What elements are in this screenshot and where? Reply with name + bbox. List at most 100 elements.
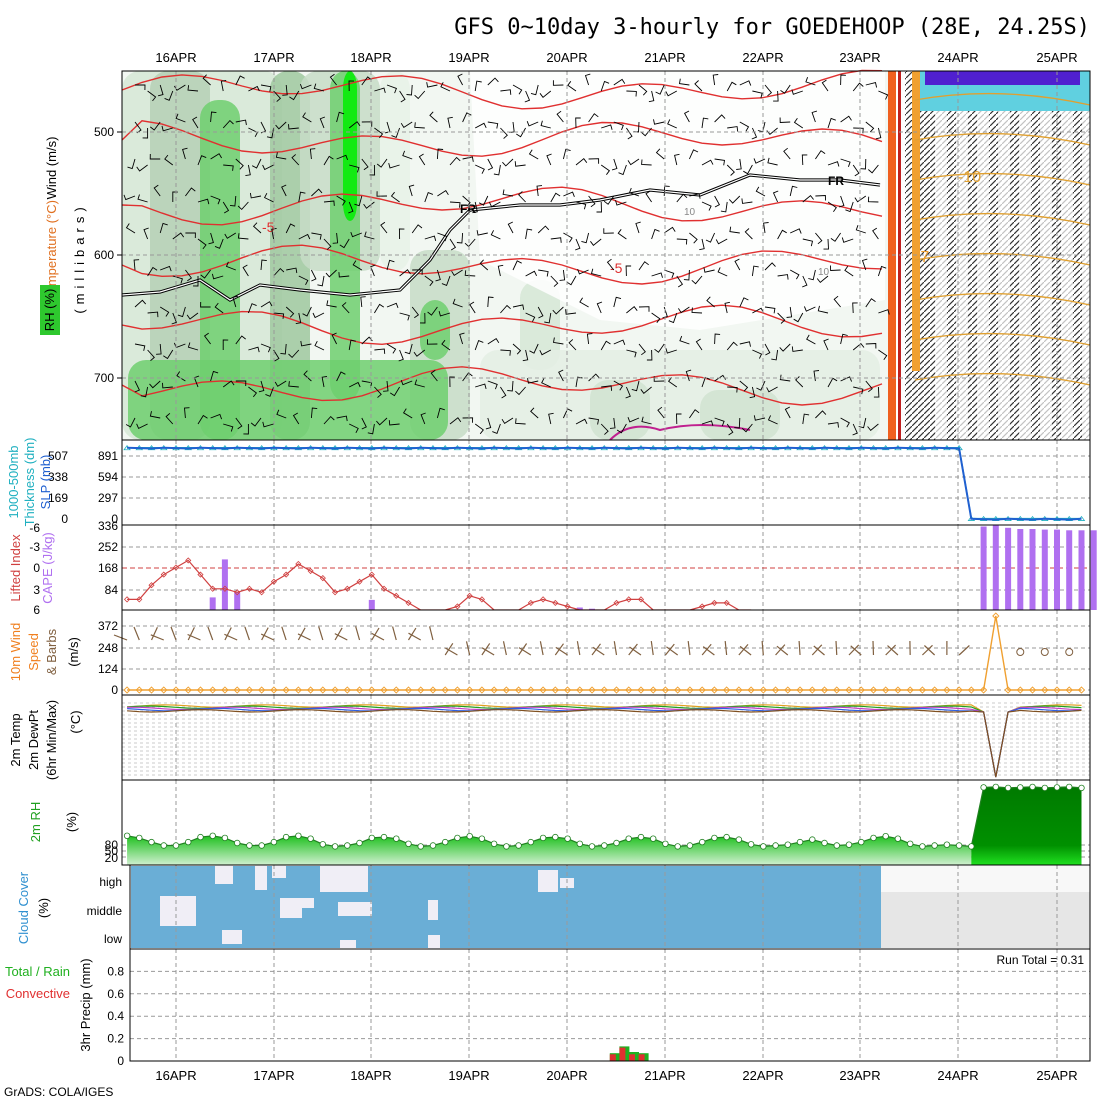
wind-barb [611, 158, 618, 171]
wind-barb [631, 380, 640, 392]
wind-barb [497, 264, 504, 277]
temp2m-ylabel-b: 2m DewPt [26, 710, 41, 770]
wind-barb [291, 154, 300, 166]
wind-barb [310, 407, 318, 419]
wind10-barb [113, 634, 128, 641]
lifted-marker [527, 599, 534, 606]
wind-barb [703, 267, 715, 273]
wind-barb [174, 84, 186, 91]
wind-barb [273, 349, 280, 362]
wind-barb [452, 298, 463, 308]
wind-barb [823, 338, 829, 351]
wind-barb [462, 112, 472, 123]
wind-barb [249, 192, 262, 199]
rh2m-marker [1041, 784, 1048, 792]
wind-barb [783, 147, 791, 160]
rh2m-marker [527, 838, 534, 846]
wind-barb [726, 81, 737, 92]
wind-barb [609, 417, 616, 429]
cloud-gap [538, 870, 558, 892]
wind-barb [177, 306, 186, 318]
wind-barb [363, 201, 375, 209]
wind-barb [142, 128, 149, 139]
wind-barb [500, 386, 507, 399]
wind-barb [321, 375, 328, 388]
wind-barb [734, 417, 741, 429]
thickness-tick: 338 [48, 470, 68, 484]
cape-bar [1017, 529, 1024, 610]
rh2m-marker [760, 843, 767, 850]
rh2m-marker [184, 838, 192, 846]
wind-barb [550, 275, 559, 287]
wind-barb [462, 156, 474, 162]
wind-barb [865, 343, 877, 349]
lifted-marker [221, 585, 229, 592]
rh2m-area-low [127, 835, 972, 865]
wind-barb [339, 238, 350, 249]
precip-ylabel-a: Total / Rain [5, 964, 70, 979]
wind-barb [590, 238, 602, 246]
rh2m-marker [515, 842, 522, 849]
wind-barb [429, 111, 438, 123]
wind10-ylabel-units: (m/s) [66, 637, 81, 667]
wind-barb [273, 312, 285, 319]
wind-barb [459, 332, 465, 345]
wind10-tick: 0 [111, 683, 118, 697]
lifted-marker [393, 592, 400, 599]
wind-barb [197, 414, 208, 425]
rh-blob [590, 380, 650, 440]
wind10-barb [334, 627, 343, 641]
rh2m-marker [992, 783, 999, 791]
wind-barb [601, 385, 613, 391]
wind-barb [411, 224, 423, 234]
wind10-tick: 372 [98, 619, 118, 633]
wind-barb [437, 232, 448, 242]
top-date-19apr: 19APR [448, 50, 489, 65]
wind-barb [601, 124, 613, 130]
lifted-marker [246, 585, 253, 592]
precip-ylabel-c: 3hr Precip (mm) [78, 958, 93, 1051]
rh2m-marker [270, 838, 278, 846]
wind-speed-line [127, 615, 1082, 691]
precip-tick: 0 [117, 1054, 124, 1068]
wind-barb [755, 186, 766, 197]
wind-barb [507, 380, 514, 392]
wind-barb [626, 127, 633, 140]
wind-barb [852, 342, 865, 351]
wind-barb [285, 223, 296, 234]
bottom-date-16apr: 16APR [155, 1068, 196, 1083]
wind10-barb [281, 626, 287, 641]
wind-barb [406, 84, 413, 96]
wind-barb [235, 380, 247, 387]
upper-ylabel-temp: Temperature (°C) [44, 200, 59, 300]
wind-barb [300, 340, 312, 347]
wind-barb [185, 232, 196, 239]
rh2m-marker [233, 839, 241, 847]
wind-barb [149, 153, 161, 160]
wind-barb [211, 273, 224, 280]
wind-barb [292, 412, 300, 425]
wind-barb [724, 301, 730, 314]
temp2m-line [127, 708, 1082, 778]
slp-ylabel-c: SLP (mb) [38, 455, 53, 510]
wind-barb [613, 380, 624, 391]
wind-barb [200, 269, 211, 279]
wind-barb [552, 80, 564, 86]
wind-barb [222, 339, 229, 350]
wind10-barb [687, 641, 691, 656]
lifted-marker [478, 596, 485, 603]
warm-contour [914, 92, 1091, 106]
wind-barb [524, 90, 531, 103]
wind-barb [488, 201, 501, 208]
wind-barb [613, 121, 624, 131]
cloud-empty-high [881, 866, 1090, 892]
wind-barb [402, 150, 413, 160]
wind-barb [626, 349, 637, 358]
wind-barb [424, 235, 437, 242]
temperature-contours: FR FR -5 -5 10 10 -7 -10 [121, 69, 981, 441]
rh-blob [420, 300, 450, 360]
wind-barb [185, 187, 196, 197]
precip-panel: 0.8 0.6 0.4 0.2 0 Run Total = 0.31 Total / R… [5, 948, 1091, 1068]
